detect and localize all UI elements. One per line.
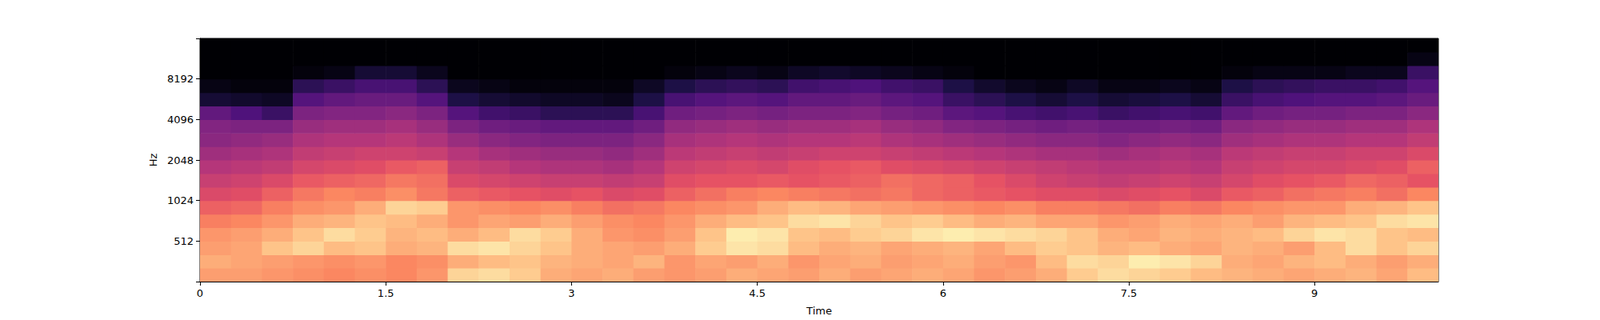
svg-text:6: 6 [940, 287, 947, 300]
svg-text:3: 3 [568, 287, 575, 300]
svg-text:7.5: 7.5 [1120, 287, 1138, 300]
svg-text:9: 9 [1311, 287, 1318, 300]
svg-text:4.5: 4.5 [748, 287, 766, 300]
svg-text:1024: 1024 [167, 194, 194, 207]
svg-text:512: 512 [173, 235, 194, 248]
svg-text:Time: Time [805, 304, 832, 317]
svg-text:8192: 8192 [167, 72, 194, 85]
svg-text:4096: 4096 [167, 113, 194, 126]
svg-text:2048: 2048 [167, 154, 194, 167]
svg-text:0: 0 [196, 287, 204, 300]
svg-text:Hz: Hz [147, 153, 160, 168]
svg-text:1.5: 1.5 [377, 287, 395, 300]
